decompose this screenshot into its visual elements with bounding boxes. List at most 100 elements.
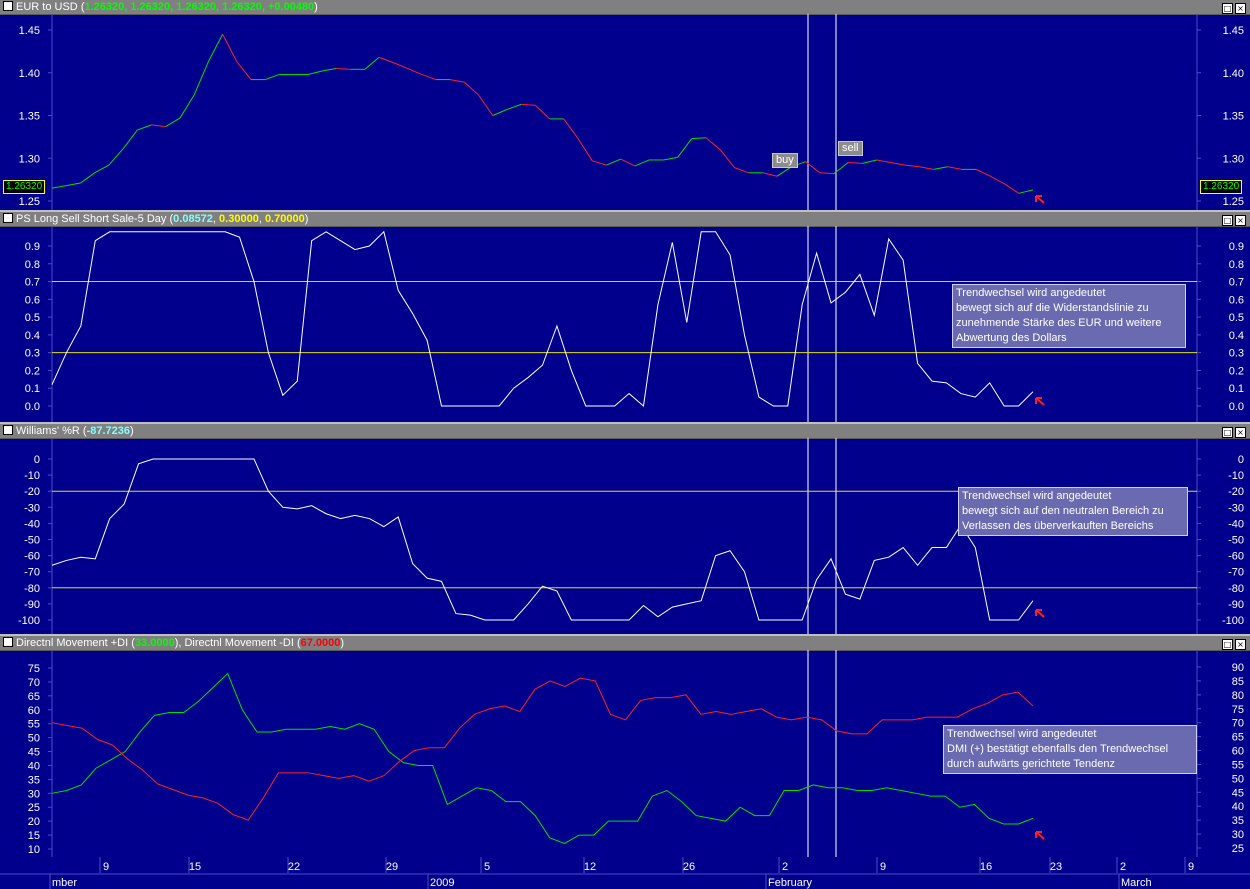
y-tick-label-left: 0.2 [25,365,40,377]
price-segment [848,162,863,164]
y-tick-label-left: -50 [24,535,40,547]
price-segment [805,161,821,174]
x-day-label: 15 [189,861,201,873]
price-segment [463,81,479,96]
maximize-icon[interactable]: □ [1222,3,1233,14]
maximize-icon[interactable]: □ [1222,639,1233,650]
y-tick-label-right: -40 [1228,518,1244,530]
y-tick-label-left: 20 [28,816,40,828]
y-tick-label-right: 1.40 [1223,68,1244,80]
y-tick-label-left: 1.30 [19,153,40,165]
price-segment [179,94,195,119]
panel-title: Williams' %R [16,425,80,437]
price-segment [904,164,920,168]
close-icon[interactable]: × [1235,427,1246,438]
panel-param: -87.7236 [86,425,130,437]
y-tick-label-right: 40 [1232,801,1244,813]
price-segment [862,159,877,164]
williams-chart: 0 0 -10 -10 -20 -20 -30 -30 -40 -40 -50 -50 -60 -60 -7… [18,438,1244,634]
y-tick-label-right: 80 [1232,690,1244,702]
dmi-chart: 7570656055504540353025201510908580757065… [28,650,1244,858]
price-segment [563,118,579,139]
price-segment [407,68,422,75]
x-day-label: 5 [484,861,490,873]
price-segment [990,175,1005,185]
maximize-icon[interactable]: □ [1222,427,1233,438]
price-segment [307,70,323,75]
panel-checkbox-icon[interactable] [3,425,13,435]
y-tick-label-right: 70 [1232,718,1244,730]
eurusd-titlebar[interactable]: EUR to USD (1.26320, 1.26320, 1.26320, 1… [0,0,1250,15]
close-icon[interactable]: × [1235,639,1246,650]
ps-note: Trendwechsel wird angedeutet bewegt sich… [952,284,1186,348]
price-segment [222,34,238,62]
y-tick-label-right: 0 [1238,454,1244,466]
close-icon[interactable]: × [1235,3,1246,14]
price-segment [364,56,380,70]
price-segment [833,162,849,175]
ps-line [51,230,1034,407]
price-segment [492,109,508,116]
price-segment [663,156,678,161]
price-segment [322,67,337,72]
y-tick-label-left: -30 [24,502,40,514]
y-tick-label-left: 40 [28,760,40,772]
price-segment [51,185,67,189]
panel-checkbox-icon[interactable] [3,1,13,11]
y-tick-label-left: 0.6 [25,294,40,306]
price-segment [975,168,991,177]
x-day-label: 23 [1050,861,1062,873]
y-tick-label-right: 0.7 [1229,277,1244,289]
y-tick-label-left: -20 [24,486,40,498]
price-segment [762,172,778,177]
x-day-label: 9 [1188,861,1194,873]
y-tick-label-right: 85 [1232,676,1244,688]
y-tick-label-right: 0.8 [1229,259,1244,271]
ps-chart: 0.9 0.9 0.8 0.8 0.7 0.7 0.6 0.6 0.5 0.5 0.4 0.4 0.3 0… [25,226,1244,422]
y-tick-label-right: 0.9 [1229,241,1244,253]
buy-marker: buy [772,153,798,168]
price-segment [876,159,891,164]
panel-param: 0.30000 [219,213,259,225]
price-segment [919,166,934,170]
dmi-note: Trendwechsel wird angedeutet DMI (+) bes… [943,725,1197,774]
panel-param: 0.70000 [264,213,305,225]
dmi-titlebar[interactable]: Directnl Movement +DI (33.0000), Directn… [0,636,1250,651]
eurusd-panel: EUR to USD (1.26320, 1.26320, 1.26320, 1… [0,0,1250,210]
close-icon[interactable]: × [1235,215,1246,226]
y-tick-label-right: -60 [1228,551,1244,563]
price-segment [378,56,394,63]
x-day-label: 22 [288,861,300,873]
y-tick-label-left: 10 [28,844,40,856]
y-tick-label-left: 0.7 [25,277,40,289]
eurusd-chart: 1.45 1.45 1.40 1.40 1.35 1.35 1.30 1.30 1.25 1.25 [19,14,1244,210]
y-tick-label-left: -70 [24,567,40,579]
x-day-label: 2 [782,861,788,873]
y-tick-label-left: -90 [24,599,40,611]
y-tick-label-right: 0.0 [1229,401,1244,413]
y-tick-label-left: 1.45 [19,25,40,37]
y-tick-label-left: 0.9 [25,241,40,253]
maximize-icon[interactable]: □ [1222,215,1233,226]
panel-checkbox-icon[interactable] [3,637,13,647]
y-tick-label-left: 55 [28,719,40,731]
price-segment [193,61,209,96]
y-tick-label-left: 1.35 [19,111,40,123]
y-tick-label-right: 25 [1232,843,1244,855]
panel-param: 67.0000 [300,637,341,649]
price-segment [577,138,593,162]
x-day-label: 16 [980,861,992,873]
y-tick-label-left: 15 [28,830,40,842]
y-tick-label-left: 30 [28,788,40,800]
panel-checkbox-icon[interactable] [3,213,13,223]
price-segment [108,148,124,166]
y-tick-label-left: 70 [28,677,40,689]
williams-titlebar[interactable]: Williams' %R (-87.7236) □ × [0,424,1250,439]
y-tick-label-right: 0.2 [1229,365,1244,377]
y-tick-label-right: 1.30 [1223,153,1244,165]
price-segment [80,172,95,184]
ps-titlebar[interactable]: PS Long Sell Short Sale-5 Day (0.08572, … [0,212,1250,227]
y-tick-label-right: 55 [1232,759,1244,771]
price-segment [122,129,138,150]
